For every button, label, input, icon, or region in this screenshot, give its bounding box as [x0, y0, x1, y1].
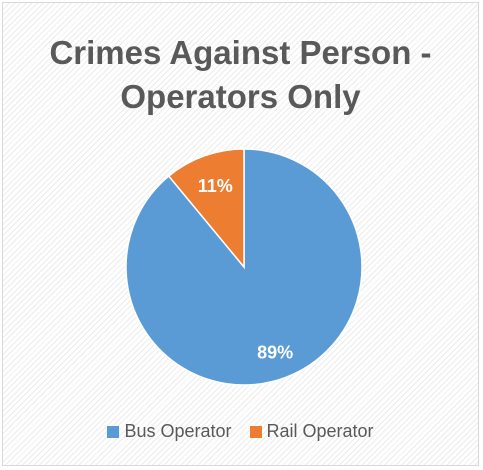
- legend-item-rail-operator: Rail Operator: [249, 421, 374, 442]
- chart-title-line-1: Crimes Against Person -: [49, 34, 432, 71]
- pie-slice-rail-operator: [167, 148, 245, 270]
- data-label-bus-operator: 89%: [257, 342, 293, 362]
- chart-title-line-2: Operators Only: [120, 78, 361, 115]
- chart-title: Crimes Against Person - Operators Only: [3, 31, 478, 119]
- legend: Bus Operator Rail Operator: [3, 421, 478, 442]
- pie-plot: 89% 11%: [125, 148, 363, 386]
- legend-label-bus-operator: Bus Operator: [124, 421, 232, 441]
- data-label-rail-operator: 11%: [198, 176, 233, 196]
- legend-swatch-bus-operator: [107, 425, 120, 438]
- chart-frame: Crimes Against Person - Operators Only 8…: [2, 2, 479, 466]
- legend-swatch-rail-operator: [249, 425, 262, 438]
- legend-label-rail-operator: Rail Operator: [266, 421, 374, 441]
- legend-item-bus-operator: Bus Operator: [107, 421, 232, 442]
